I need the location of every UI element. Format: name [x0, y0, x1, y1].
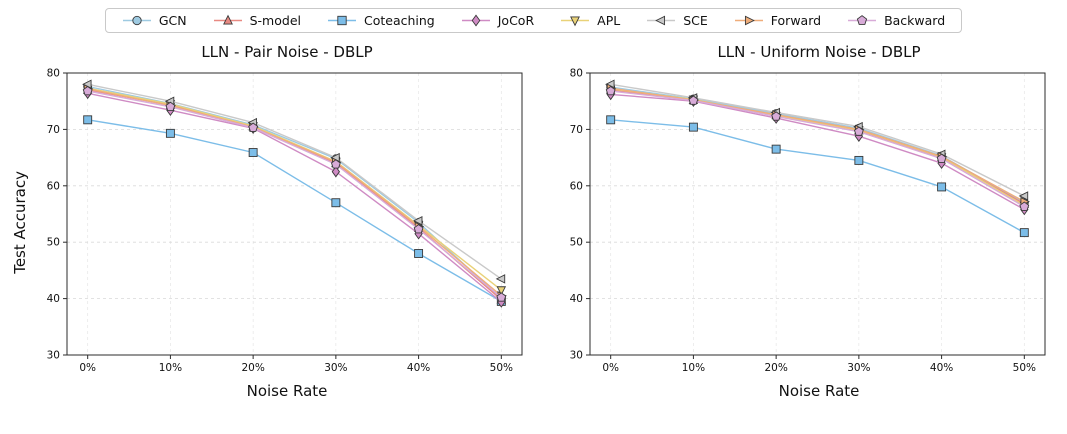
legend-item-coteaching: Coteaching: [327, 13, 435, 28]
legend-label-backward: Backward: [884, 13, 946, 28]
svg-text:40: 40: [46, 293, 59, 305]
subplot-pair-noise: LLN - Pair Noise - DBLP Test Accuracy 30…: [11, 43, 534, 400]
svg-text:80: 80: [46, 68, 59, 80]
svg-text:60: 60: [569, 180, 582, 192]
pair-noise-chart: 30 40 50 60 70 80 0% 10% 20% 30% 40% 50%: [46, 68, 522, 374]
svg-text:30%: 30%: [847, 362, 870, 374]
uniform-noise-chart: 30 40 50 60 70 80 0% 10% 20% 30% 40% 50%: [569, 68, 1045, 374]
legend-label-jocor: JoCoR: [497, 13, 535, 28]
svg-text:20%: 20%: [764, 362, 787, 374]
svg-text:70: 70: [569, 124, 582, 136]
plot-title-uniform-noise: LLN - Uniform Noise - DBLP: [717, 43, 921, 61]
backward-marker-icon: [848, 15, 877, 25]
svg-text:50%: 50%: [489, 362, 512, 374]
y-axis-label-pair: Test Accuracy: [10, 170, 29, 274]
svg-text:60: 60: [46, 180, 59, 192]
svg-text:50%: 50%: [1012, 362, 1035, 374]
legend-item-forward: Forward: [734, 13, 821, 28]
svg-text:80: 80: [569, 68, 582, 80]
svg-text:30: 30: [46, 350, 59, 362]
legend-label-sce: SCE: [683, 13, 708, 28]
sce-marker-icon: [647, 15, 676, 26]
svg-text:10%: 10%: [158, 362, 181, 374]
svg-text:30%: 30%: [324, 362, 347, 374]
svg-text:40%: 40%: [929, 362, 952, 374]
plot-title-pair-noise: LLN - Pair Noise - DBLP: [201, 43, 373, 61]
legend-label-s-model: S-model: [249, 13, 301, 28]
svg-text:40%: 40%: [406, 362, 429, 374]
svg-text:50: 50: [46, 237, 59, 249]
x-axis-label-pair: Noise Rate: [246, 382, 328, 400]
legend-item-gcn: GCN: [122, 13, 187, 28]
svg-text:40: 40: [569, 293, 582, 305]
legend-item-sce: SCE: [646, 13, 708, 28]
subplot-uniform-noise: LLN - Uniform Noise - DBLP 30 40 50 60 70 80 0…: [552, 43, 1057, 400]
coteaching-marker-icon: [327, 15, 356, 26]
svg-text:10%: 10%: [681, 362, 704, 374]
legend-item-apl: APL: [560, 13, 620, 28]
legend-label-apl: APL: [597, 13, 621, 28]
legend-label-gcn: GCN: [158, 13, 187, 28]
forward-marker-icon: [734, 15, 763, 26]
s-model-marker-icon: [213, 14, 242, 25]
svg-text:20%: 20%: [241, 362, 264, 374]
legend-label-forward: Forward: [770, 13, 822, 28]
legend-label-coteaching: Coteaching: [363, 13, 435, 28]
svg-text:50: 50: [569, 237, 582, 249]
jocor-marker-icon: [461, 14, 490, 27]
svg-text:70: 70: [46, 124, 59, 136]
plots-row: LLN - Pair Noise - DBLP Test Accuracy 30…: [0, 43, 1067, 400]
svg-text:0%: 0%: [79, 362, 96, 374]
legend-item-s-model: S-model: [213, 13, 301, 28]
gcn-marker-icon: [122, 15, 151, 26]
legend-item-backward: Backward: [847, 13, 945, 28]
svg-text:0%: 0%: [602, 362, 619, 374]
svg-text:30: 30: [569, 350, 582, 362]
legend-item-jocor: JoCoR: [461, 13, 534, 28]
x-axis-label-uniform: Noise Rate: [778, 382, 860, 400]
apl-marker-icon: [561, 16, 590, 27]
legend: GCN S-model Coteaching JoCoR APL SCE Forward Ba…: [104, 8, 963, 33]
